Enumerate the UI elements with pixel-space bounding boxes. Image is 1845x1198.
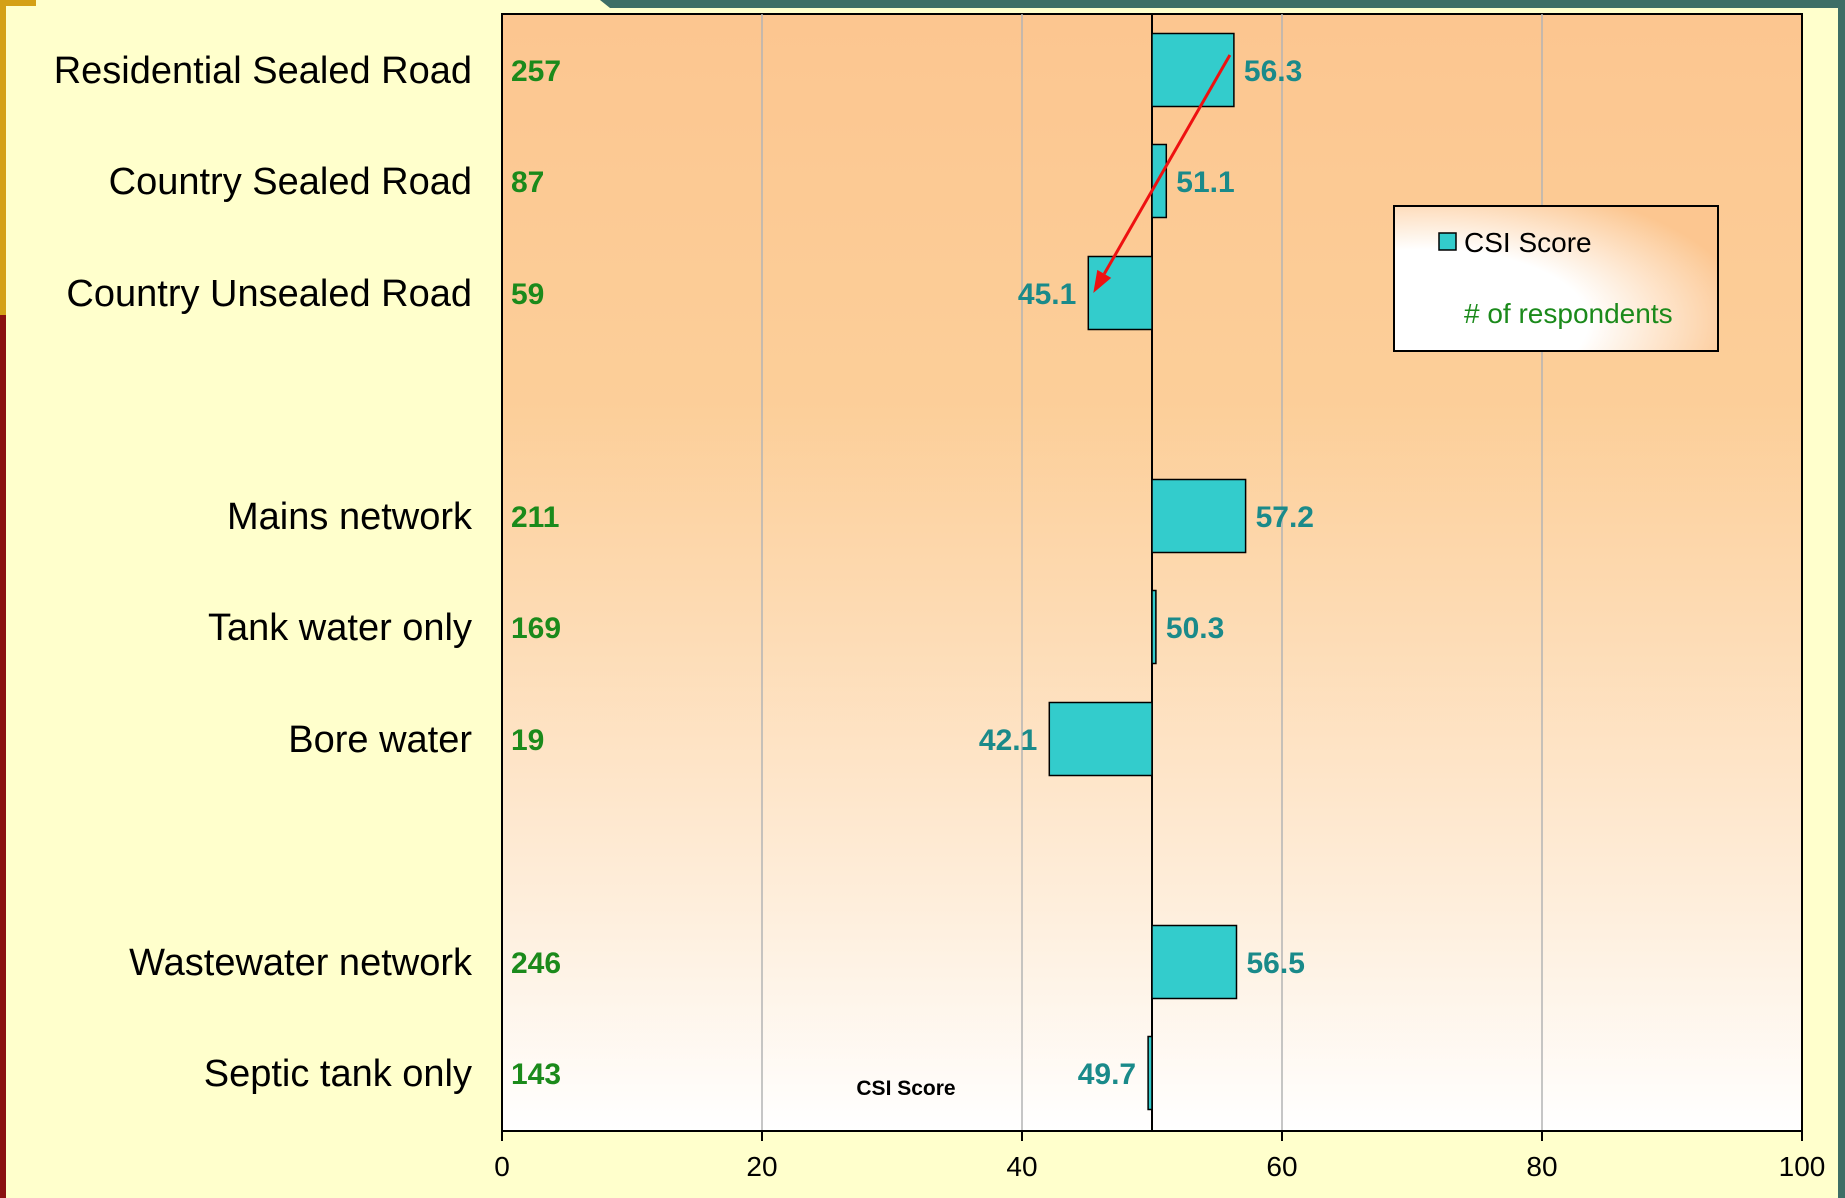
- bar: [1048, 701, 1153, 777]
- x-tick-label: 100: [1779, 1151, 1826, 1182]
- bar: [1151, 924, 1238, 1000]
- category-label: Septic tank only: [204, 1053, 472, 1095]
- annotation-arrow: [1093, 54, 1232, 293]
- respondent-count-label: 59: [511, 278, 544, 311]
- bar-value-label: 57.2: [1256, 501, 1314, 534]
- x-tick-label: 20: [746, 1151, 777, 1182]
- bar-value-label: 49.7: [1078, 1058, 1136, 1091]
- bar-value-label: 56.5: [1247, 947, 1305, 980]
- x-tick-label: 0: [494, 1151, 510, 1182]
- bar-value-label: 50.3: [1166, 612, 1224, 645]
- data-labels: 56.3 257 51.1 87 45.1 59 57.2 211 50.3 169 42.1 19 5…: [511, 55, 1314, 1091]
- category-label: Mains network: [227, 496, 473, 538]
- respondent-count-label: 257: [511, 55, 561, 88]
- x-tick-label: 60: [1266, 1151, 1297, 1182]
- respondent-count-label: 143: [511, 1058, 561, 1091]
- respondent-count-label: 246: [511, 947, 561, 980]
- x-tick-label: 80: [1526, 1151, 1557, 1182]
- bar-value-label: 56.3: [1244, 55, 1302, 88]
- category-labels: Residential Sealed Road Country Sealed Ro…: [54, 50, 473, 1095]
- legend: CSI Score # of respondents: [1393, 205, 1719, 352]
- respondent-count-label: 19: [511, 724, 544, 757]
- category-label: Country Unsealed Road: [66, 273, 472, 315]
- x-axis-title: CSI Score: [856, 1077, 955, 1100]
- category-label: Residential Sealed Road: [54, 50, 472, 92]
- bar-value-label: 45.1: [1018, 278, 1076, 311]
- category-label: Tank water only: [208, 607, 472, 649]
- legend-swatch-csi: [1438, 232, 1457, 251]
- bar: [1151, 589, 1157, 665]
- respondent-count-label: 87: [511, 166, 544, 199]
- gridlines: [761, 14, 1543, 1131]
- category-label: Wastewater network: [129, 942, 473, 984]
- legend-label-csi: CSI Score: [1464, 227, 1592, 258]
- bar: [1147, 1035, 1153, 1111]
- category-label: Country Sealed Road: [109, 161, 472, 203]
- legend-label-respondents: # of respondents: [1464, 298, 1673, 329]
- category-label: Bore water: [288, 719, 472, 761]
- legend-box: [1393, 205, 1719, 352]
- bar-value-label: 42.1: [979, 724, 1037, 757]
- x-axis: 0 20 40 60 80 100: [494, 1130, 1826, 1182]
- bar: [1151, 478, 1247, 554]
- bar-value-label: 51.1: [1176, 166, 1234, 199]
- respondent-count-label: 211: [511, 501, 559, 534]
- bar: [1087, 255, 1153, 331]
- x-tick-label: 40: [1006, 1151, 1037, 1182]
- respondent-count-label: 169: [511, 612, 561, 645]
